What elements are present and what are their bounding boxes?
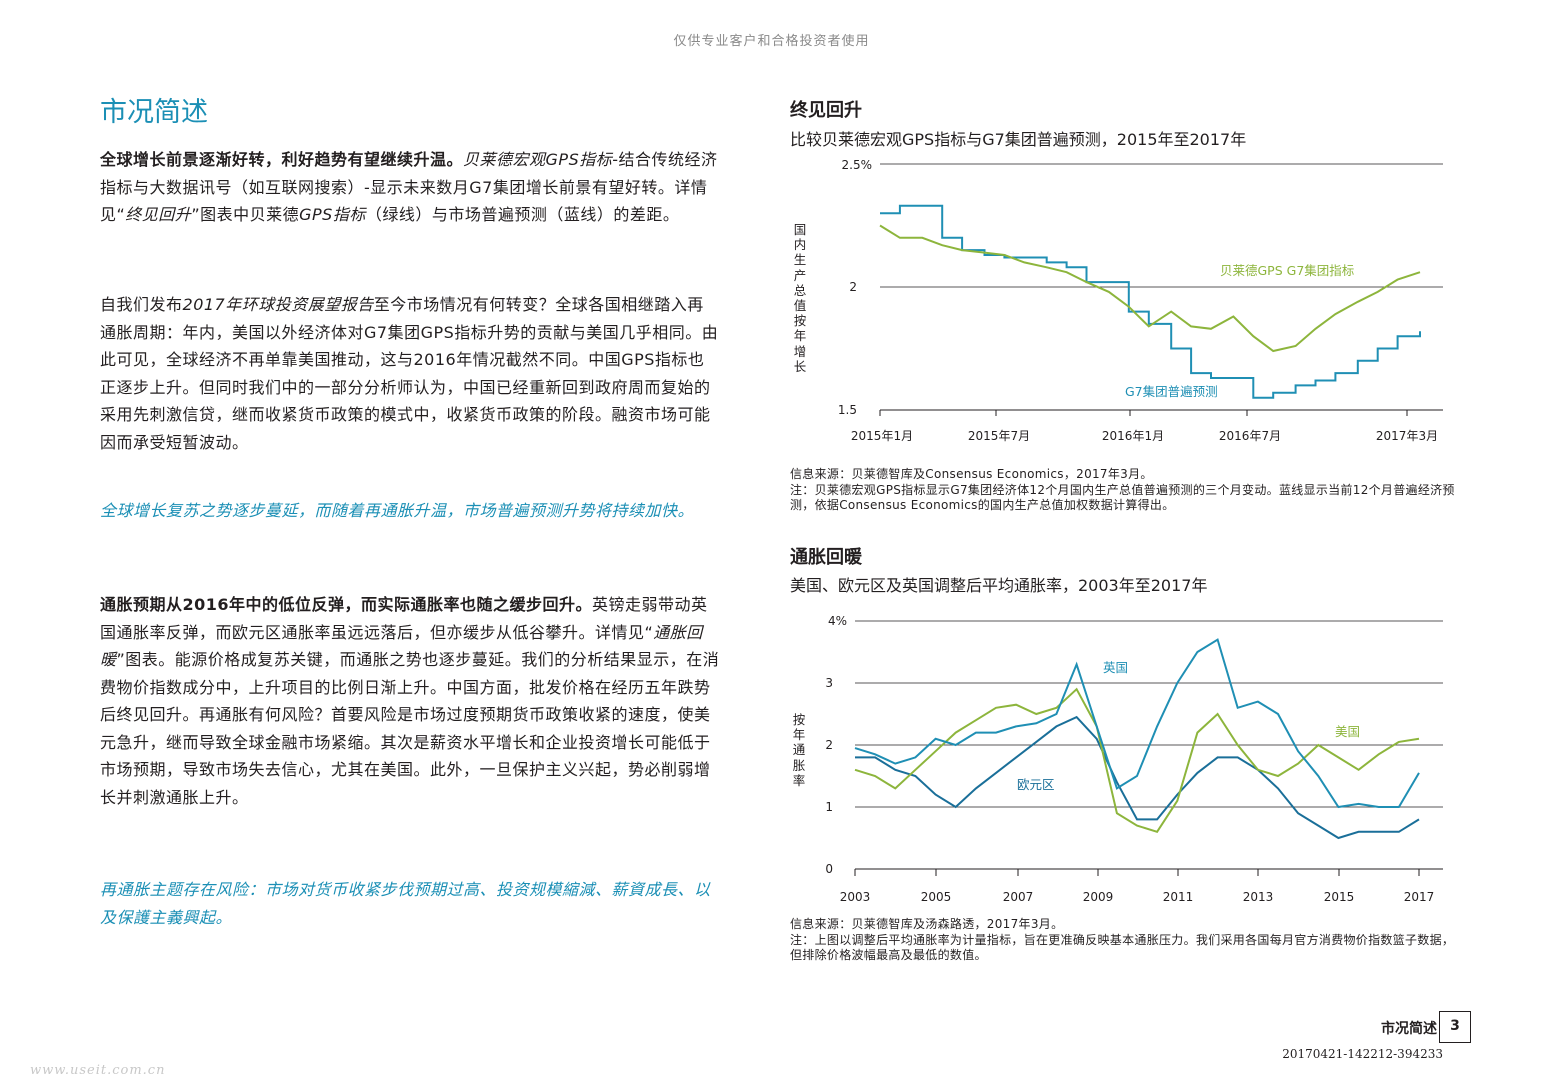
chart2-plot: 4% 3 2 1 0 2003 2005 2007 2009 2011 2013… bbox=[825, 614, 1443, 904]
chart2-xtick-2009: 2009 bbox=[1083, 890, 1114, 904]
chart1-xtick-1: 2015年1月 bbox=[851, 429, 913, 443]
chart2-series-eurozone bbox=[855, 715, 1420, 840]
chart-ref-1: 终见回升 bbox=[125, 205, 192, 224]
paragraph-inflation-text-a: 英镑走弱带动英国通胀率反弹，而欧元区通胀率虽远远落后，但亦缓步从低谷攀升。详情见… bbox=[100, 595, 708, 642]
chart1-heading: 终见回升 bbox=[790, 100, 862, 121]
gps-indicator-term: 贝莱德宏观GPS指标 bbox=[463, 150, 613, 169]
chart1-label-consensus: G7集团普遍预测 bbox=[1125, 384, 1218, 399]
chart1-xtick-3: 2016年1月 bbox=[1102, 429, 1164, 443]
page-number: 3 bbox=[1439, 1011, 1471, 1043]
paragraph-growth-text-c: （绿线）与市场普遍预测（蓝线）的差距。 bbox=[365, 205, 680, 224]
paragraph-inflation-text-b: ”图表。能源价格成复苏关键，而通胀之势也逐步蔓延。我们的分析结果显示，在消费物价… bbox=[100, 650, 720, 807]
chart2-xtick-2013: 2013 bbox=[1243, 890, 1274, 904]
chart1-label-gps: 贝莱德GPS G7集团指标 bbox=[1220, 263, 1354, 278]
chart2-series-us bbox=[854, 687, 1420, 833]
chart2-heading: 通胀回暖 bbox=[790, 547, 862, 568]
chart2-ytick-2: 2 bbox=[825, 738, 833, 752]
chart2-xtick-2005: 2005 bbox=[921, 890, 952, 904]
chart1-note: 注：贝莱德宏观GPS指标显示G7集团经济体12个月国内生产总值普遍预测的三个月变… bbox=[790, 483, 1455, 512]
chart1-ytick-mid: 2 bbox=[849, 280, 857, 294]
chart1-series-consensus bbox=[880, 204, 1421, 399]
paragraph-reflation: 自我们发布2017年环球投资展望报告至今市场情况有何转变？全球各国相继踏入再通胀… bbox=[100, 291, 720, 456]
chart1-xtick-4: 2016年7月 bbox=[1219, 429, 1281, 443]
chart2-note: 注：上图以调整后平均通胀率为计量指标，旨在更准确反映基本通胀压力。我们采用各国每… bbox=[790, 933, 1455, 962]
callout-growth: 全球增长复苏之势逐步蔓延，而随着再通胀升温，市场普遍预测升势将持续加快。 bbox=[100, 501, 695, 520]
chart1-ylabel: 国内生产总值按年增长 bbox=[793, 222, 807, 374]
chart1-xtick-2: 2015年7月 bbox=[968, 429, 1030, 443]
chart1-xtick-5: 2017年3月 bbox=[1376, 429, 1438, 443]
chart2-subtitle: 美国、欧元区及英国调整后平均通胀率，2003年至2017年 bbox=[790, 576, 1208, 595]
chart1-source: 信息来源：贝莱德智库及Consensus Economics，2017年3月。 bbox=[790, 467, 1153, 481]
chart2-ytick-1: 1 bbox=[825, 800, 833, 814]
callout-risks: 再通胀主题存在风险：市场对货币收紧步伐预期过高、投资规模縮減、薪資成長、以及保護… bbox=[100, 880, 711, 927]
chart2-xtick-2017: 2017 bbox=[1404, 890, 1435, 904]
chart1-plot: 2.5% 2 1.5 2015年1月 2015年7月 2016年1月 2016年… bbox=[838, 158, 1443, 443]
chart2-ytick-0: 0 bbox=[825, 862, 833, 876]
document-code: 20170421-142212-394233 bbox=[1282, 1047, 1443, 1061]
paragraph-reflation-text-a: 自我们发布 bbox=[100, 295, 183, 314]
page-title: 市况简述 bbox=[100, 97, 208, 128]
chart2-xtick-2003: 2003 bbox=[840, 890, 871, 904]
chart1-ytick-bottom: 1.5 bbox=[838, 403, 857, 417]
chart2-label-uk: 英国 bbox=[1103, 660, 1128, 675]
chart2-label-eurozone: 欧元区 bbox=[1017, 777, 1055, 792]
chart2-source: 信息来源：贝莱德智库及汤森路透，2017年3月。 bbox=[790, 917, 1064, 931]
chart2-ylabel: 按年通胀率 bbox=[792, 712, 806, 788]
paragraph-growth-text-b: ”图表中贝莱德 bbox=[191, 205, 300, 224]
paragraph-inflation-lead: 通胀预期从2016年中的低位反弹，而实际通胀率也随之缓步回升。 bbox=[100, 595, 593, 614]
paragraph-inflation: 通胀预期从2016年中的低位反弹，而实际通胀率也随之缓步回升。英镑走弱带动英国通… bbox=[100, 591, 720, 811]
footer-section-name: 市况简述 bbox=[1381, 1021, 1437, 1037]
chart1-series-gps bbox=[879, 224, 1421, 353]
chart2-xtick-2007: 2007 bbox=[1003, 890, 1034, 904]
gps-indicator-term-2: GPS指标 bbox=[299, 205, 366, 224]
chart2-ytick-4: 4% bbox=[828, 614, 847, 628]
chart2-xtick-2011: 2011 bbox=[1163, 890, 1194, 904]
chart1-subtitle: 比较贝莱德宏观GPS指标与G7集团普遍预测，2015年至2017年 bbox=[790, 130, 1247, 149]
chart-ref-2: 通胀回暖 bbox=[100, 622, 703, 670]
chart2-label-us: 美国 bbox=[1335, 724, 1360, 739]
chart2-series-uk bbox=[854, 638, 1420, 809]
outlook-report-title: 2017年环球投资展望报告 bbox=[182, 295, 374, 314]
site-watermark: www.useit.com.cn bbox=[30, 1063, 166, 1078]
chart2-ytick-3: 3 bbox=[825, 676, 833, 690]
paragraph-growth-text-a: -结合传统经济指标与大数据讯号（如互联网搜索）-显示未来数月G7集团增长前景有望… bbox=[100, 150, 718, 224]
chart2-xtick-2015: 2015 bbox=[1324, 890, 1355, 904]
chart1-ytick-top: 2.5% bbox=[842, 158, 873, 172]
paragraph-growth-lead: 全球增长前景逐渐好转，利好趋势有望继续升温。 bbox=[100, 150, 464, 169]
paragraph-growth: 全球增长前景逐渐好转，利好趋势有望继续升温。贝莱德宏观GPS指标-结合传统经济指… bbox=[100, 146, 720, 229]
paragraph-reflation-text-b: 至今市场情况有何转变？全球各国相继踏入再通胀周期：年内，美国以外经济体对G7集团… bbox=[100, 295, 719, 452]
confidentiality-banner: 仅供专业客户和合格投资者使用 bbox=[673, 34, 870, 49]
